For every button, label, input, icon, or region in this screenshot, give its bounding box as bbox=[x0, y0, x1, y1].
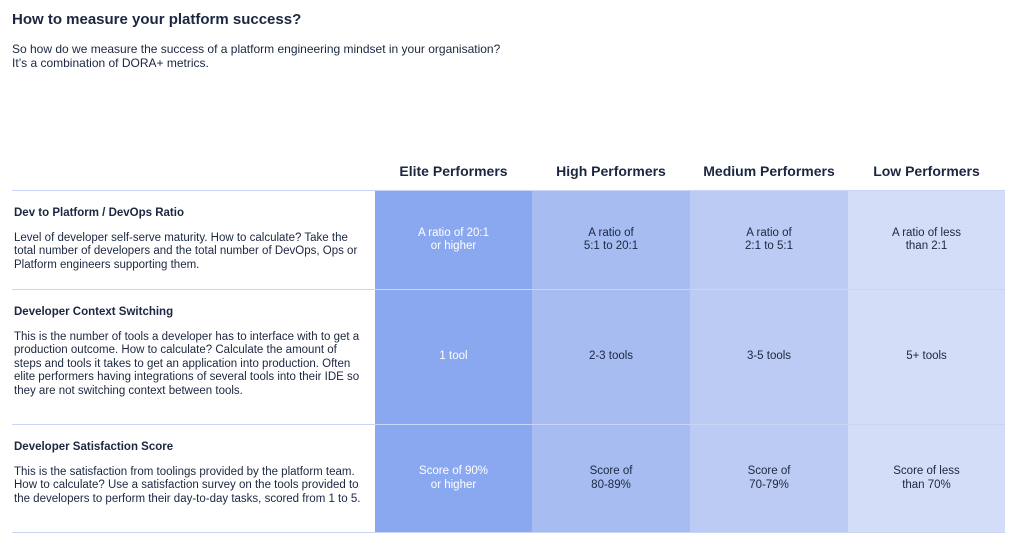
table-cell: Score of 70-79% bbox=[690, 424, 848, 533]
subtitle-line: It’s a combination of DORA+ metrics. bbox=[12, 55, 209, 70]
metric-name: Developer Satisfaction Score bbox=[14, 441, 174, 453]
table-cell: 2-3 tools bbox=[532, 289, 690, 424]
header-spacer bbox=[12, 150, 375, 190]
row-label: Developer Context Switching This is the n… bbox=[12, 289, 375, 424]
table-cell: A ratio of 2:1 to 5:1 bbox=[690, 190, 848, 289]
table-cell: Score of 90% or higher bbox=[375, 424, 532, 533]
table: Elite Performers High Performers Medium Pe… bbox=[12, 150, 1005, 533]
metric-description: This is the satisfaction from toolings p… bbox=[14, 465, 361, 505]
row-label: Dev to Platform / DevOps Ratio Level of d… bbox=[12, 190, 375, 289]
column-header: Medium Performers bbox=[703, 163, 835, 179]
column-header: Low Performers bbox=[873, 163, 980, 179]
table-cell: Score of 80-89% bbox=[532, 424, 690, 533]
table-cell: A ratio of 5:1 to 20:1 bbox=[532, 190, 690, 289]
table-cell: 3-5 tools bbox=[690, 289, 848, 424]
subtitle: So how do we measure the success of a pl… bbox=[12, 42, 501, 70]
metric-description: This is the number of tools a developer … bbox=[14, 330, 360, 397]
table-cell: A ratio of less than 2:1 bbox=[848, 190, 1005, 289]
column-header: High Performers bbox=[556, 163, 666, 179]
table-cell: Score of less than 70% bbox=[848, 424, 1005, 533]
table-cell: A ratio of 20:1 or higher bbox=[375, 190, 532, 289]
metric-name: Dev to Platform / DevOps Ratio bbox=[14, 207, 184, 219]
row-label: Developer Satisfaction Score This is the … bbox=[12, 424, 375, 533]
metric-description: Level of developer self-serve maturity. … bbox=[14, 231, 358, 271]
metric-name: Developer Context Switching bbox=[14, 306, 174, 318]
column-header: Elite Performers bbox=[399, 163, 508, 179]
table-cell: 1 tool bbox=[375, 289, 532, 424]
title: How to measure your platform success? bbox=[12, 11, 302, 28]
table-cell: 5+ tools bbox=[848, 289, 1005, 424]
subtitle-line: So how do we measure the success of a pl… bbox=[12, 42, 501, 56]
